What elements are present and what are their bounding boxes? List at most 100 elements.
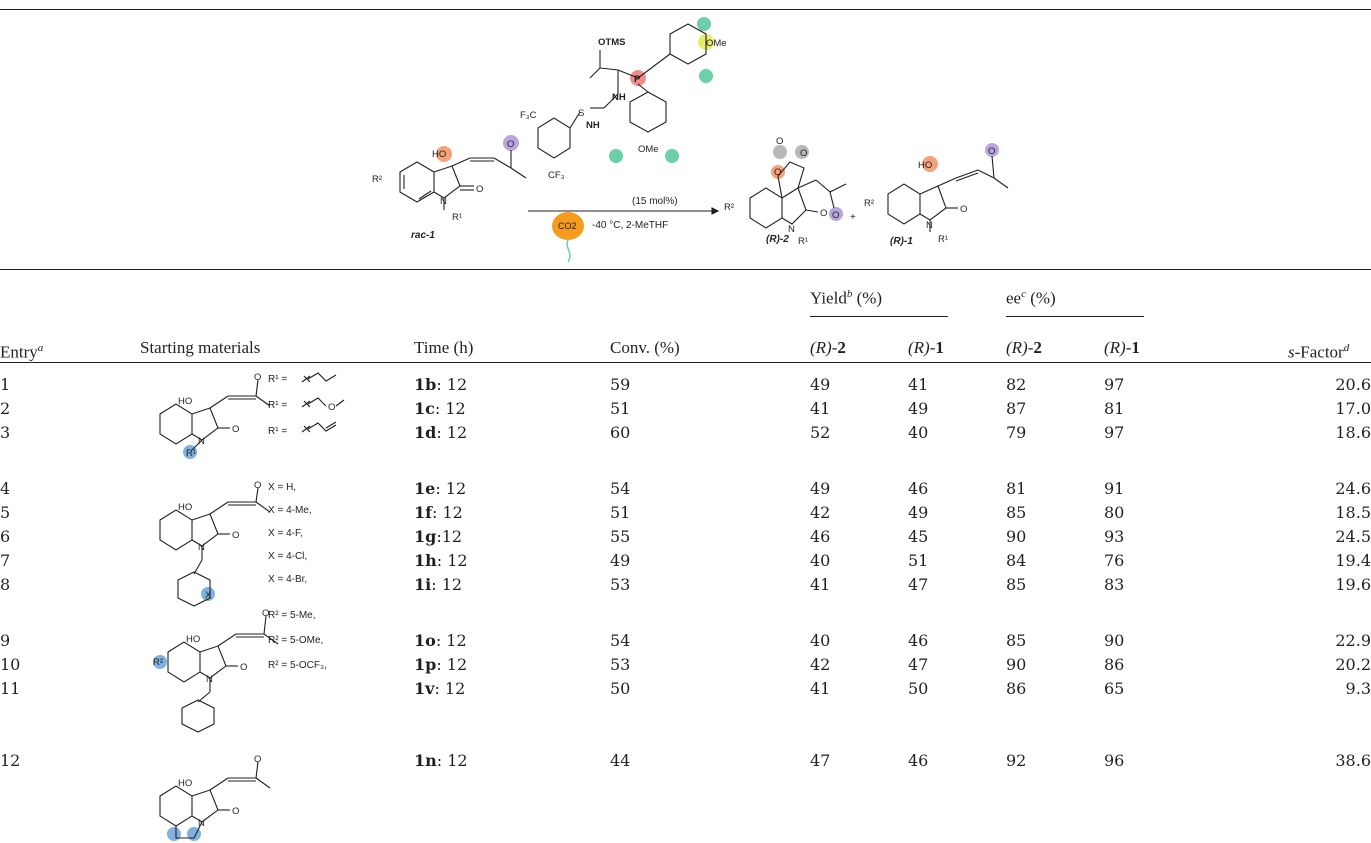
- compound-label: 1f: [414, 503, 432, 522]
- cell-ee-r1: 65: [1104, 679, 1124, 699]
- substrate-structure: HO O O N R¹ R²: [370, 120, 530, 260]
- cell-ee-r1: 76: [1104, 551, 1124, 571]
- cell-entry: 11: [0, 679, 20, 699]
- cell-time: 1g:12: [414, 527, 462, 547]
- cell-conversion: 60: [610, 423, 630, 443]
- co2-label: CO2: [558, 220, 577, 232]
- cell-ee-r1: 80: [1104, 503, 1124, 523]
- time-value: : 12: [437, 551, 468, 570]
- co2-balloon-icon: [552, 210, 592, 264]
- cell-entry: 7: [0, 551, 10, 571]
- compound-label: 1v: [414, 679, 434, 698]
- compound-label: 1e: [414, 479, 435, 498]
- group2-structure: HO O O N X: [148, 484, 288, 614]
- cell-ee-r2: 86: [1006, 679, 1026, 699]
- cell-yield-r2: 42: [810, 655, 830, 675]
- cell-s-factor: 19.6: [1300, 575, 1371, 595]
- cell-yield-r1: 46: [908, 479, 928, 499]
- group1-r1-b: R¹ =: [268, 400, 287, 412]
- cell-yield-r2: 40: [810, 631, 830, 651]
- cell-ee-r2: 90: [1006, 527, 1026, 547]
- cell-ee-r1: 91: [1104, 479, 1124, 499]
- svg-text:O: O: [988, 146, 995, 157]
- compound-label: 1i: [414, 575, 431, 594]
- svg-text:N: N: [926, 220, 933, 231]
- cell-s-factor: 9.3: [1300, 679, 1371, 699]
- cell-conversion: 53: [610, 655, 630, 675]
- svg-text:N: N: [206, 674, 213, 685]
- cell-conversion: 51: [610, 503, 630, 523]
- cell-yield-r2: 42: [810, 503, 830, 523]
- group1-r1-a: R¹ =: [268, 374, 287, 386]
- compound-label: 1b: [414, 375, 436, 394]
- cell-entry: 9: [0, 631, 10, 651]
- cell-ee-r1: 97: [1104, 375, 1124, 395]
- time-value: : 12: [432, 503, 463, 522]
- svg-text:HO: HO: [918, 160, 932, 171]
- compound-label: 1o: [414, 631, 436, 650]
- cell-yield-r2: 46: [810, 527, 830, 547]
- cell-ee-r1: 96: [1104, 751, 1124, 771]
- cell-time: 1f: 12: [414, 503, 463, 523]
- substrate-label: rac-1: [411, 230, 435, 242]
- cell-time: 1i: 12: [414, 575, 462, 595]
- cell-entry: 10: [0, 655, 20, 675]
- cell-yield-r1: 50: [908, 679, 928, 699]
- svg-text:O: O: [254, 372, 261, 383]
- group1-substituents: O: [300, 370, 370, 440]
- time-value: : 12: [436, 423, 467, 442]
- time-value: : 12: [435, 479, 466, 498]
- cell-ee-r1: 93: [1104, 527, 1124, 547]
- svg-text:HO: HO: [178, 396, 192, 407]
- header-yield: Yieldb (%): [810, 284, 882, 309]
- svg-text:NH: NH: [586, 120, 600, 131]
- time-value: : 12: [436, 655, 467, 674]
- cell-entry: 5: [0, 503, 10, 523]
- cell-entry: 6: [0, 527, 10, 547]
- svg-text:R²: R²: [372, 174, 382, 185]
- compound-label: 1n: [414, 751, 437, 770]
- compound-label: 1p: [414, 655, 436, 674]
- cell-s-factor: 18.6: [1300, 423, 1371, 443]
- cell-time: 1n: 12: [414, 751, 468, 771]
- svg-text:OMe: OMe: [706, 38, 727, 49]
- cell-ee-r2: 84: [1006, 551, 1026, 571]
- cell-yield-r1: 46: [908, 751, 928, 771]
- cell-ee-r1: 86: [1104, 655, 1124, 675]
- cell-yield-r1: 40: [908, 423, 928, 443]
- top-rule: [0, 9, 1371, 10]
- header-top-rule: [0, 269, 1371, 270]
- cell-yield-r2: 52: [810, 423, 830, 443]
- svg-text:O: O: [776, 136, 783, 147]
- svg-text:O: O: [774, 167, 781, 178]
- product-1-structure: HO O O N R¹ R²: [864, 140, 1014, 250]
- catalyst-structure: OTMS P OMe NH S NH F₃C CF₃ OMe: [520, 12, 740, 212]
- product-2-label: (R)-2: [766, 234, 789, 246]
- header-ee: eec (%): [1006, 284, 1056, 309]
- cell-ee-r1: 83: [1104, 575, 1124, 595]
- time-value: : 12: [436, 375, 467, 394]
- cell-ee-r2: 85: [1006, 503, 1026, 523]
- svg-text:O: O: [832, 210, 839, 221]
- group4-structure: HO O O N: [148, 756, 288, 843]
- group3-r2-a: R² = 5-Me,: [268, 610, 316, 622]
- svg-text:S: S: [578, 108, 584, 119]
- compound-label: 1d: [414, 423, 436, 442]
- cell-yield-r1: 45: [908, 527, 928, 547]
- header-conversion: Conv. (%): [610, 338, 680, 358]
- cell-yield-r1: 46: [908, 631, 928, 651]
- time-value: : 12: [437, 751, 468, 770]
- cell-yield-r2: 41: [810, 575, 830, 595]
- cell-conversion: 59: [610, 375, 630, 395]
- plus-sign: +: [850, 212, 856, 224]
- group2-x1: X = H,: [268, 482, 296, 494]
- svg-text:N: N: [198, 542, 205, 553]
- svg-text:O: O: [240, 662, 247, 673]
- cell-conversion: 54: [610, 631, 630, 651]
- group1-r1-c: R¹ =: [268, 426, 287, 438]
- cell-s-factor: 18.5: [1300, 503, 1371, 523]
- cell-yield-r1: 47: [908, 655, 928, 675]
- cell-conversion: 51: [610, 399, 630, 419]
- time-value: :12: [436, 527, 462, 546]
- cell-entry: 2: [0, 399, 10, 419]
